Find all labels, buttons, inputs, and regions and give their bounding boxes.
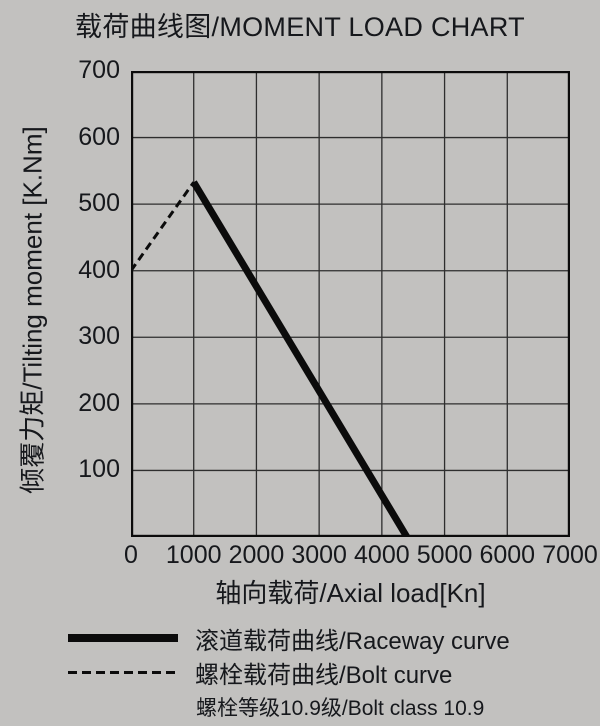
x-tick-label: 2000 — [228, 541, 285, 569]
x-tick-label: 0 — [124, 541, 138, 569]
y-tick-label: 600 — [78, 122, 120, 151]
plot-area — [131, 71, 570, 537]
x-axis-title: 轴向载荷/Axial load[Kn] — [215, 578, 486, 608]
y-tick-label: 500 — [78, 189, 120, 218]
bolt-curve-label: 螺栓载荷曲线/Bolt curve — [195, 661, 453, 689]
chart-canvas — [131, 71, 570, 537]
x-tick-label: 6000 — [479, 541, 536, 569]
bolt-class-note: 螺栓等级10.9级/Bolt class 10.9 — [196, 697, 485, 720]
legend: 滚道载荷曲线/Raceway curve 螺栓载荷曲线/Bolt curve 螺… — [0, 621, 600, 722]
x-tick-label: 5000 — [416, 541, 473, 569]
legend-item-bolt-curve: 螺栓载荷曲线/Bolt curve — [0, 655, 600, 689]
raceway-solid-line-swatch — [68, 634, 178, 642]
y-tick-label: 700 — [78, 55, 120, 84]
y-tick-label: 100 — [78, 455, 120, 484]
x-tick-label: 3000 — [291, 541, 347, 569]
chart-title: 载荷曲线图/MOMENT LOAD CHART — [75, 12, 525, 42]
bolt-dashed-line-swatch — [68, 670, 178, 674]
y-axis-title: 倾覆力矩/Tilting moment [K.Nm] — [17, 126, 48, 494]
x-tick-label: 7000 — [542, 541, 598, 569]
y-tick-label: 300 — [78, 322, 120, 351]
x-tick-label: 4000 — [354, 541, 410, 569]
legend-item-raceway-curve: 滚道载荷曲线/Raceway curve — [0, 621, 600, 655]
y-tick-label: 200 — [78, 388, 120, 417]
x-tick-label: 1000 — [165, 541, 222, 569]
y-tick-label: 400 — [78, 255, 120, 284]
raceway-curve-label: 滚道载荷曲线/Raceway curve — [195, 627, 510, 655]
